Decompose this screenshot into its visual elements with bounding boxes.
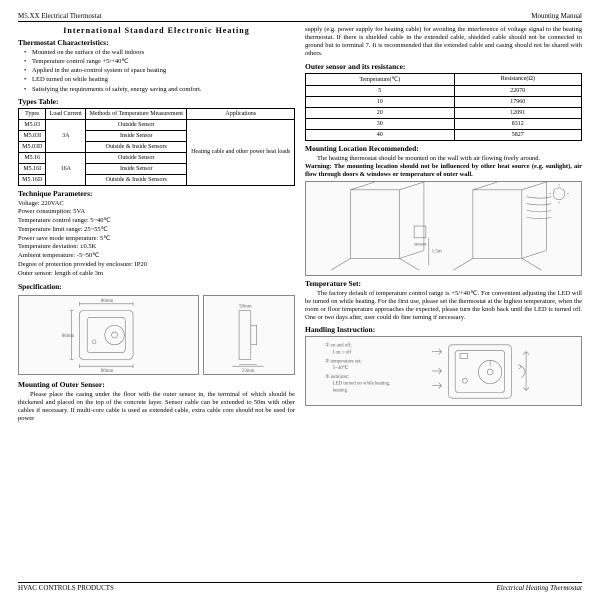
characteristics-list: Mounted on the surface of the wall indoo… — [18, 49, 295, 94]
svg-text:1.5m: 1.5m — [432, 249, 442, 254]
svg-text:heating.: heating. — [333, 389, 348, 394]
handling-title: Handling Instruction: — [305, 325, 582, 334]
spec-title: Specification: — [18, 282, 295, 291]
location-text: The heating thermostat should be mounted… — [305, 155, 582, 163]
char-item: Mounted on the surface of the wall indoo… — [32, 49, 295, 57]
location-warning: Warning: The mounting location should no… — [305, 163, 582, 179]
svg-text:I on ○ off: I on ○ off — [333, 351, 352, 356]
tech-params-title: Technique Parameters: — [18, 189, 295, 198]
svg-text:LED turned on while heating.: LED turned on while heating. — [333, 382, 391, 387]
svg-text:sensor: sensor — [414, 243, 427, 248]
svg-text:③ indicator;: ③ indicator; — [325, 374, 349, 380]
location-title: Mounting Location Recommended: — [305, 144, 582, 153]
spec-diagrams: 86mm 86mm 80mm 23mm 50mm — [18, 293, 295, 377]
mount-outer-title: Mounting of Outer Sensor: — [18, 380, 295, 389]
handling-diagram: ① on and off; I on ○ off ② temperature s… — [305, 336, 582, 406]
svg-text:5~40℃: 5~40℃ — [333, 365, 349, 371]
spec-diagram-front: 86mm 86mm 80mm — [18, 295, 199, 375]
svg-text:86mm: 86mm — [62, 333, 75, 338]
mounting-diagram: sensor 1.5m — [305, 181, 582, 276]
resistance-table: Temperature(℃)Resistance(Ω) 522070 10179… — [305, 73, 582, 141]
char-item: Temperature control range +5/+40℃ — [32, 58, 295, 66]
svg-text:50mm: 50mm — [239, 304, 252, 309]
svg-text:① on and off;: ① on and off; — [325, 343, 352, 349]
page-footer: HVAC CONTROLS PRODUCTS Electrical Heatin… — [18, 582, 582, 592]
right-column: supply (e.g. power supply for heating ca… — [305, 26, 582, 423]
header-left: M5.XX Electrical Thermostat — [18, 12, 102, 20]
char-item: Satisfying the requirements of safety, e… — [32, 86, 295, 94]
temp-set-text: The factory default of temperature contr… — [305, 290, 582, 323]
tech-params: Voltage: 220VACPower consumption: 5VATem… — [18, 200, 295, 279]
page-header: M5.XX Electrical Thermostat Mounting Man… — [18, 12, 582, 22]
svg-text:80mm: 80mm — [101, 369, 114, 374]
continuation-text: supply (e.g. power supply for heating ca… — [305, 26, 582, 59]
header-right: Mounting Manual — [531, 12, 582, 20]
temp-set-title: Temperature Set: — [305, 279, 582, 288]
content-columns: International Standard Electronic Heatin… — [18, 26, 582, 423]
svg-text:23mm: 23mm — [242, 369, 255, 374]
footer-left: HVAC CONTROLS PRODUCTS — [18, 584, 114, 592]
characteristics-title: Thermostat Characteristics: — [18, 38, 295, 47]
svg-text:② temperature set;: ② temperature set; — [325, 359, 362, 365]
footer-right: Electrical Heating Thermostat — [496, 584, 582, 592]
left-column: International Standard Electronic Heatin… — [18, 26, 295, 423]
svg-text:86mm: 86mm — [101, 298, 114, 303]
spec-diagram-side: 23mm 50mm — [203, 295, 295, 375]
char-item: LED turned on while heating — [32, 76, 295, 84]
mount-outer-text: Please place the casing under the floor … — [18, 391, 295, 424]
main-title: International Standard Electronic Heatin… — [18, 26, 295, 35]
char-item: Applied in the auto-control system of sp… — [32, 67, 295, 75]
types-title: Types Table: — [18, 97, 295, 106]
types-table: TypesLoad CurrentMethods of Temperature … — [18, 108, 295, 186]
resistance-title: Outer sensor and its resistance: — [305, 62, 582, 71]
